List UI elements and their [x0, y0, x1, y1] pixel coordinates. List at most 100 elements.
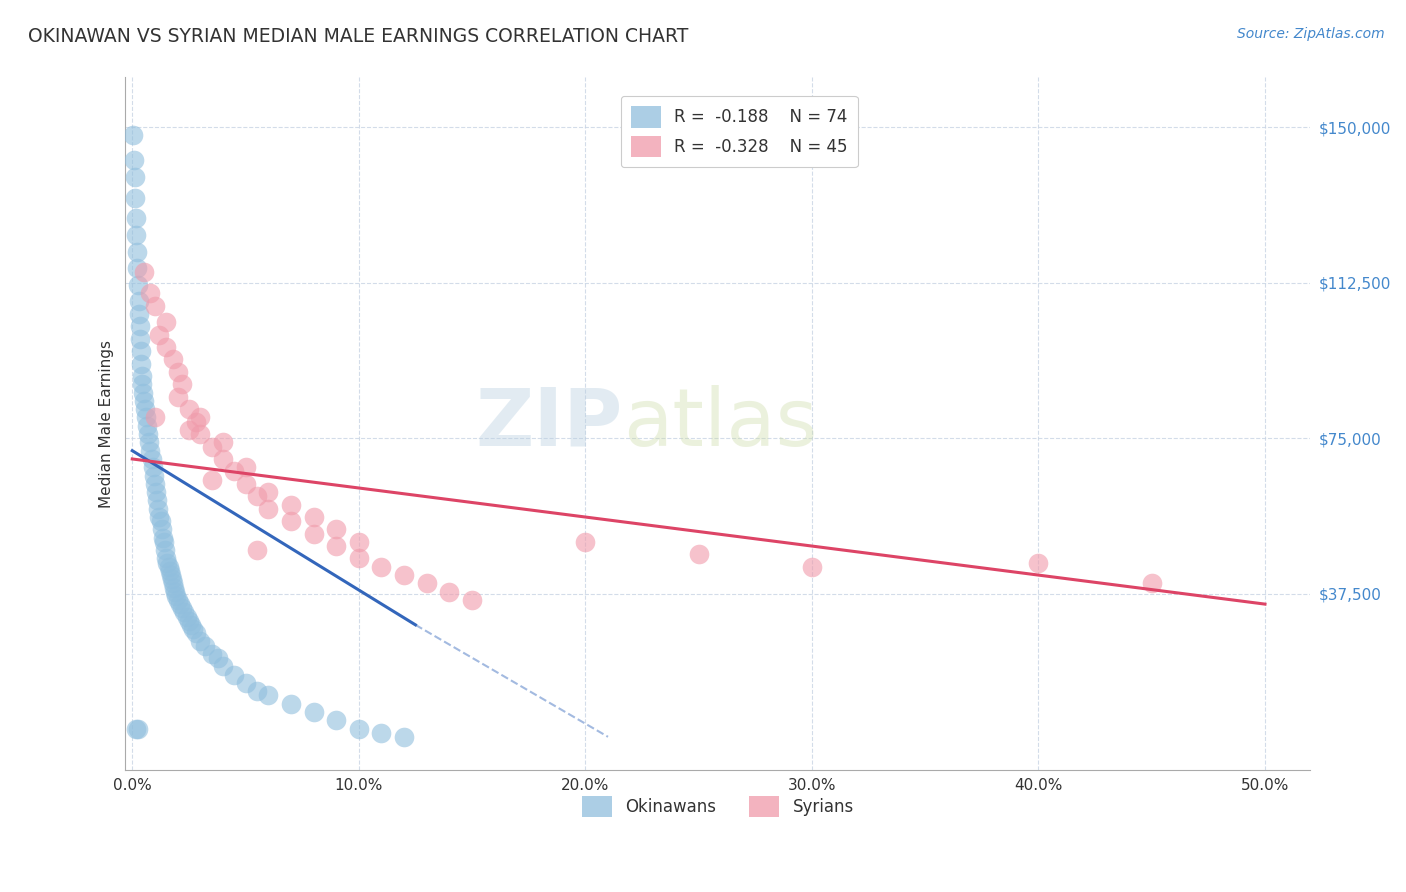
Point: [152, 531, 174, 545]
Point: [128, 307, 150, 321]
Point: [325, 713, 347, 727]
Point: [124, 191, 146, 205]
Point: [132, 385, 155, 400]
Point: [136, 427, 159, 442]
Point: [148, 327, 170, 342]
Point: [235, 676, 257, 690]
Point: [235, 476, 257, 491]
Point: [148, 501, 170, 516]
Point: [148, 510, 170, 524]
Point: [188, 427, 211, 442]
Point: [145, 485, 167, 500]
Text: atlas: atlas: [623, 384, 817, 463]
Point: [302, 526, 325, 541]
Point: [416, 576, 439, 591]
Point: [246, 543, 269, 558]
Point: [125, 244, 148, 259]
Text: Source: ZipAtlas.com: Source: ZipAtlas.com: [1237, 27, 1385, 41]
Point: [166, 593, 188, 607]
Point: [159, 564, 181, 578]
Point: [207, 651, 229, 665]
Point: [156, 556, 179, 570]
Point: [200, 647, 222, 661]
Point: [143, 476, 166, 491]
Point: [169, 597, 191, 611]
Point: [157, 559, 180, 574]
Point: [127, 722, 149, 736]
Point: [165, 584, 187, 599]
Point: [124, 169, 146, 184]
Point: [439, 584, 461, 599]
Point: [257, 501, 280, 516]
Point: [166, 390, 188, 404]
Point: [160, 572, 183, 586]
Point: [159, 568, 181, 582]
Point: [172, 377, 194, 392]
Point: [127, 277, 149, 292]
Point: [370, 559, 392, 574]
Point: [347, 535, 370, 549]
Point: [1028, 556, 1050, 570]
Point: [124, 722, 146, 736]
Point: [128, 294, 150, 309]
Point: [129, 332, 152, 346]
Point: [246, 684, 269, 698]
Y-axis label: Median Male Earnings: Median Male Earnings: [100, 340, 114, 508]
Point: [280, 498, 302, 512]
Point: [131, 369, 153, 384]
Point: [392, 568, 415, 582]
Point: [155, 315, 177, 329]
Point: [184, 415, 207, 429]
Point: [224, 464, 246, 478]
Point: [184, 626, 207, 640]
Point: [124, 211, 146, 226]
Point: [212, 435, 235, 450]
Point: [134, 402, 156, 417]
Point: [347, 551, 370, 566]
Point: [257, 485, 280, 500]
Point: [177, 402, 200, 417]
Point: [141, 452, 163, 467]
Point: [125, 227, 148, 242]
Point: [302, 705, 325, 719]
Point: [200, 473, 222, 487]
Point: [142, 468, 165, 483]
Point: [122, 153, 145, 168]
Point: [325, 523, 347, 537]
Point: [131, 357, 153, 371]
Point: [188, 634, 211, 648]
Point: [166, 365, 188, 379]
Point: [176, 609, 198, 624]
Point: [235, 460, 257, 475]
Point: [325, 539, 347, 553]
Point: [142, 460, 165, 475]
Point: [146, 493, 169, 508]
Point: [165, 589, 187, 603]
Point: [173, 606, 195, 620]
Point: [800, 559, 823, 574]
Point: [280, 697, 302, 711]
Point: [122, 128, 145, 143]
Point: [180, 618, 202, 632]
Point: [246, 489, 269, 503]
Point: [136, 418, 159, 433]
Point: [574, 535, 596, 549]
Point: [200, 440, 222, 454]
Point: [188, 410, 211, 425]
Point: [212, 659, 235, 673]
Point: [149, 514, 172, 528]
Point: [139, 286, 162, 301]
Point: [162, 576, 184, 591]
Point: [347, 722, 370, 736]
Point: [183, 622, 205, 636]
Point: [153, 535, 176, 549]
Point: [163, 581, 186, 595]
Point: [172, 601, 194, 615]
Point: [132, 393, 155, 408]
Point: [131, 377, 153, 392]
Point: [138, 435, 160, 450]
Point: [212, 452, 235, 467]
Point: [153, 543, 176, 558]
Point: [162, 352, 184, 367]
Point: [143, 410, 166, 425]
